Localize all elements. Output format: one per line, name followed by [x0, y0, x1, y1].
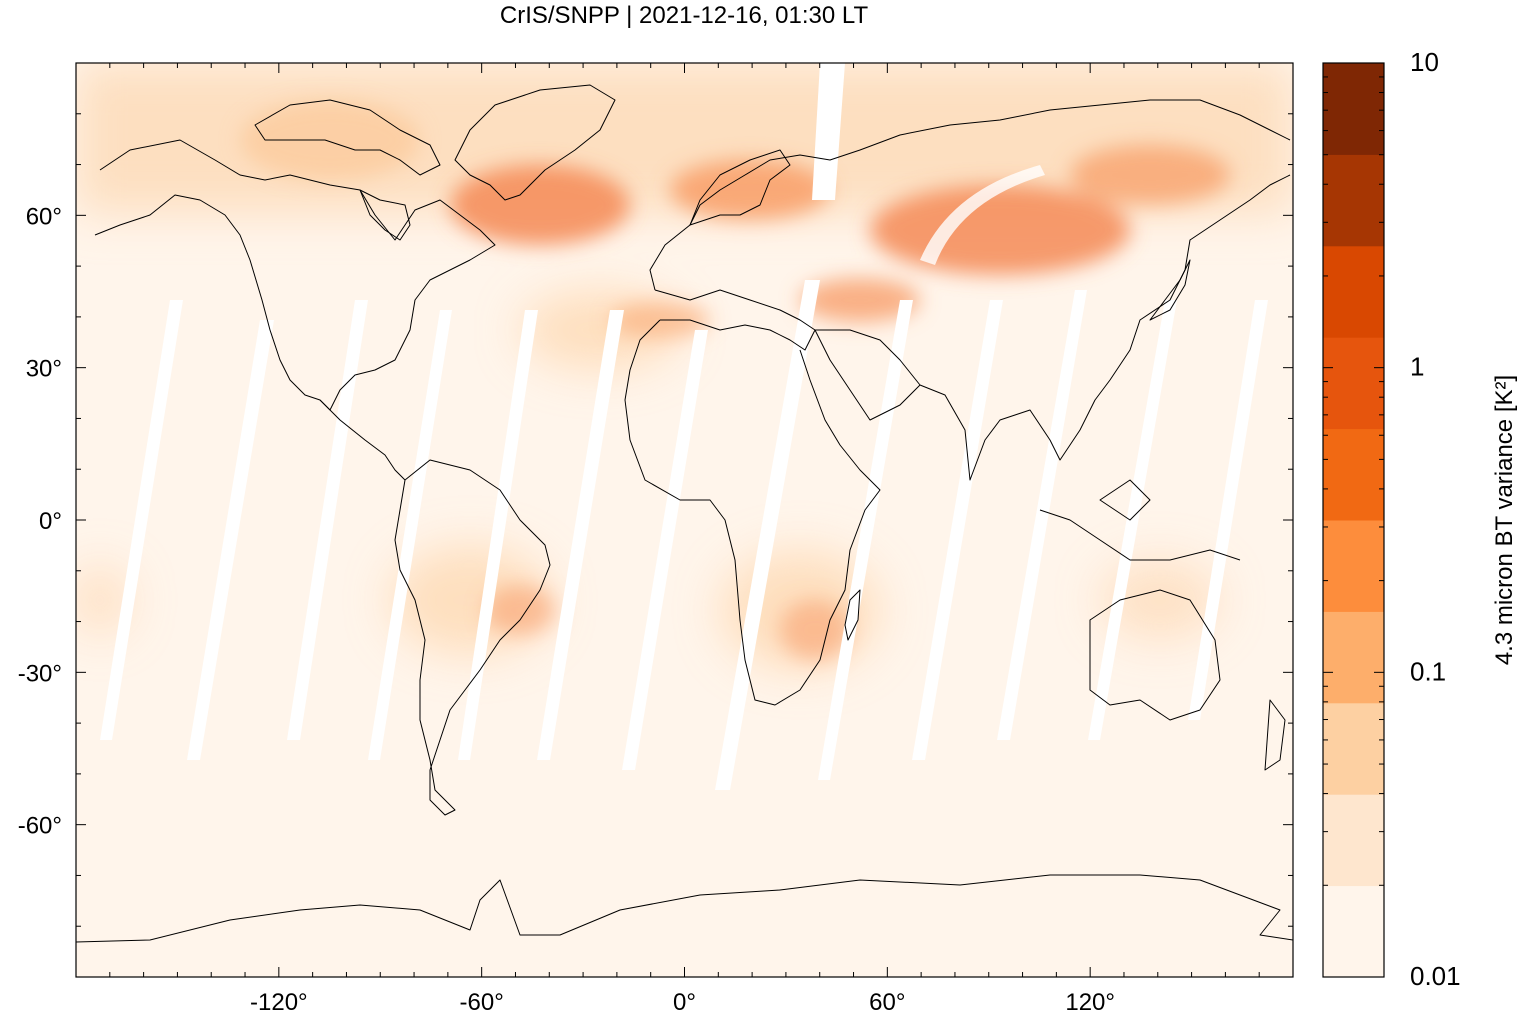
coast-mediterranean — [654, 289, 816, 351]
coast-new-zealand — [1264, 699, 1286, 771]
colorbar-ticks — [1323, 76, 1384, 978]
lon-tick-label: -60° — [460, 989, 504, 1016]
coast-antarctica — [76, 874, 1293, 943]
coast-north-america — [94, 139, 496, 411]
colorbar-swatch — [1323, 245, 1384, 338]
coast-africa — [624, 319, 881, 706]
coast-europe — [649, 99, 1291, 291]
map-plot-area — [76, 63, 1293, 977]
map-axis-ticks — [76, 63, 1293, 977]
coast-greenland — [454, 84, 616, 201]
coast-scandinavia — [689, 149, 791, 226]
colorbar-tick-label: 10 — [1410, 47, 1439, 77]
colorbar-swatch — [1323, 520, 1384, 612]
lon-tick-label: 0° — [673, 989, 696, 1016]
latitude-tick-labels: 60° 30° 0° -30° -60° — [18, 203, 62, 839]
lat-tick-label: 0° — [39, 508, 62, 535]
map-title: CrIS/SNPP | 2021-12-16, 01:30 LT — [500, 2, 869, 29]
coast-central-america — [319, 399, 406, 481]
colorbar-swatch — [1323, 63, 1384, 155]
lon-tick-label: 60° — [869, 989, 905, 1016]
lat-tick-label: -60° — [18, 813, 62, 840]
coast-asia-south — [919, 174, 1291, 481]
lon-tick-label: 120° — [1065, 989, 1115, 1016]
colorbar-tick-label: 0.1 — [1410, 656, 1446, 686]
lon-tick-label: -120° — [250, 989, 308, 1016]
coast-south-america — [394, 459, 551, 816]
coast-madagascar — [844, 589, 861, 641]
colorbar-tick-labels: 10 1 0.1 0.01 — [1410, 47, 1461, 991]
colorbar-axis-label: 4.3 micron BT variance [K²] — [1491, 375, 1518, 665]
colorbar-frame — [1322, 62, 1385, 978]
colorbar-tick-label: 0.01 — [1410, 961, 1461, 991]
coastlines — [76, 84, 1293, 943]
lat-tick-label: -30° — [18, 660, 62, 687]
colorbar-tick-label: 1 — [1410, 352, 1424, 382]
colorbar — [1323, 63, 1384, 978]
colorbar-swatch — [1323, 794, 1384, 887]
colorbar-swatch — [1323, 885, 1384, 978]
coast-hudson-bay — [359, 189, 411, 241]
lat-tick-label: 30° — [26, 356, 62, 383]
colorbar-swatch — [1323, 428, 1384, 521]
coast-arabia — [814, 329, 921, 421]
coast-indonesia — [1039, 479, 1241, 561]
swath-gaps — [100, 63, 1268, 790]
longitude-tick-labels: -120° -60° 0° 60° 120° — [250, 989, 1115, 1016]
coast-australia — [1089, 589, 1221, 721]
lat-tick-label: 60° — [26, 203, 62, 230]
colorbar-swatch — [1323, 702, 1384, 795]
colorbar-swatch — [1323, 154, 1384, 247]
coast-japan — [1149, 259, 1191, 321]
coast-arctic-islands — [254, 99, 441, 176]
colorbar-swatch — [1323, 337, 1384, 430]
colorbar-swatch — [1323, 611, 1384, 704]
